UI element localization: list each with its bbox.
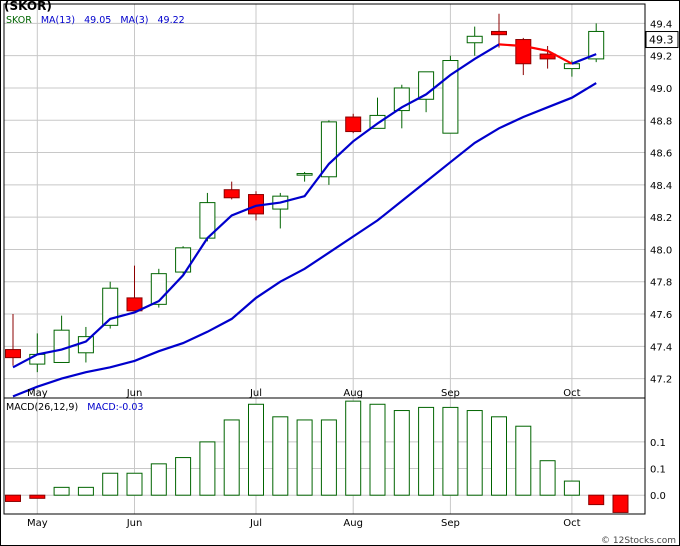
price-x-tick-label: May [27,388,48,399]
legend-ma13-label: MA(13) [40,15,76,26]
macd-bar [102,472,119,496]
candle-body [296,173,313,176]
macd-x-tick-label: Sep [441,518,460,529]
macd-bar [272,416,289,496]
candle-body [77,336,94,354]
macd-x-tick-label: Oct [563,518,580,529]
macd-bar [175,457,192,496]
candle-body [5,349,21,359]
macd-bar [369,403,386,496]
price-tick-label: 48.6 [650,149,672,160]
legend-macd-label: MACD(26,12,9) [6,402,79,413]
macd-bar [418,406,435,496]
macd-bar [199,441,216,496]
macd-x-tick-label: Aug [343,518,363,529]
candle-body [588,30,605,60]
macd-bar [588,494,605,506]
candle-body [29,353,46,365]
macd-bar [223,419,240,496]
chart-title: (SKOR) [4,0,52,13]
macd-bar [612,494,629,513]
candle-body [223,189,240,199]
price-tick-label: 48.0 [650,245,672,256]
macd-x-tick-label: Jun [126,518,143,529]
macd-tick-label: 0.0 [650,491,666,502]
price-x-tick-label: Oct [563,388,580,399]
footer-credit: © 12Stocks.com [601,536,676,546]
candle-body [515,39,532,65]
macd-bar [53,486,70,496]
price-tick-label: 49.0 [650,84,672,95]
price-tick-label: 49.4 [650,19,672,30]
price-x-tick-label: Sep [441,388,460,399]
candle-body [175,247,192,273]
macd-bar [5,494,21,502]
candle-body [102,287,119,326]
price-tick-label: 48.2 [650,213,672,224]
macd-bar [126,472,143,496]
macd-bar [466,410,483,496]
candle-body [126,297,143,312]
legend-ma3-value: 49.22 [157,15,185,26]
macd-bar [345,400,362,496]
price-tick-label: 47.2 [650,375,672,386]
macd-bar [515,425,532,496]
macd-tick-label: 0.1 [650,438,666,449]
ma3-line-tail [571,53,597,65]
price-x-tick-label: Jul [249,388,262,399]
macd-bar [442,406,459,496]
macd-x-tick-label: Jul [249,518,262,529]
candle-body [466,35,483,44]
candle-body [491,30,507,36]
ma3-line-recent [498,43,573,65]
price-tick-label: 48.8 [650,116,672,127]
legend-macd-value: MACD:-0.03 [87,402,144,413]
macd-bar [393,410,410,496]
candle-body [320,121,337,178]
price-tick-label: 47.8 [650,278,672,289]
macd-bar [29,494,46,499]
macd-bar [296,419,313,496]
macd-bar [248,403,264,496]
last-price-box [645,31,679,49]
price-tick-label: 48.4 [650,181,672,192]
macd-bar [77,486,94,496]
macd-bar [150,463,167,496]
macd-bar [320,419,337,496]
legend-ma3-label: MA(3) [120,15,149,26]
price-x-tick-label: Jun [126,388,143,399]
ma13-line [12,82,597,398]
legend-ticker: SKOR [6,15,32,26]
last-price-label: 49.3 [649,34,674,47]
price-tick-label: 47.6 [650,310,672,321]
macd-panel-border [3,397,646,515]
macd-x-tick-label: May [27,518,48,529]
legend-ma13-value: 49.05 [84,15,112,26]
ma3-line [12,43,500,369]
price-tick-label: 49.2 [650,52,672,63]
macd-legend: MACD(26,12,9) MACD:-0.03 [6,402,149,413]
macd-bar [563,480,580,496]
macd-bar [539,460,556,496]
price-tick-label: 47.4 [650,342,672,353]
price-legend: SKOR MA(13) 49.05 MA(3) 49.22 [6,15,191,26]
macd-tick-label: 0.1 [650,465,666,476]
candle-body [539,53,556,60]
candle-body [345,116,362,133]
price-x-tick-label: Aug [343,388,363,399]
macd-bar [491,416,507,496]
candle-body [563,63,580,70]
candle-body [53,329,70,363]
